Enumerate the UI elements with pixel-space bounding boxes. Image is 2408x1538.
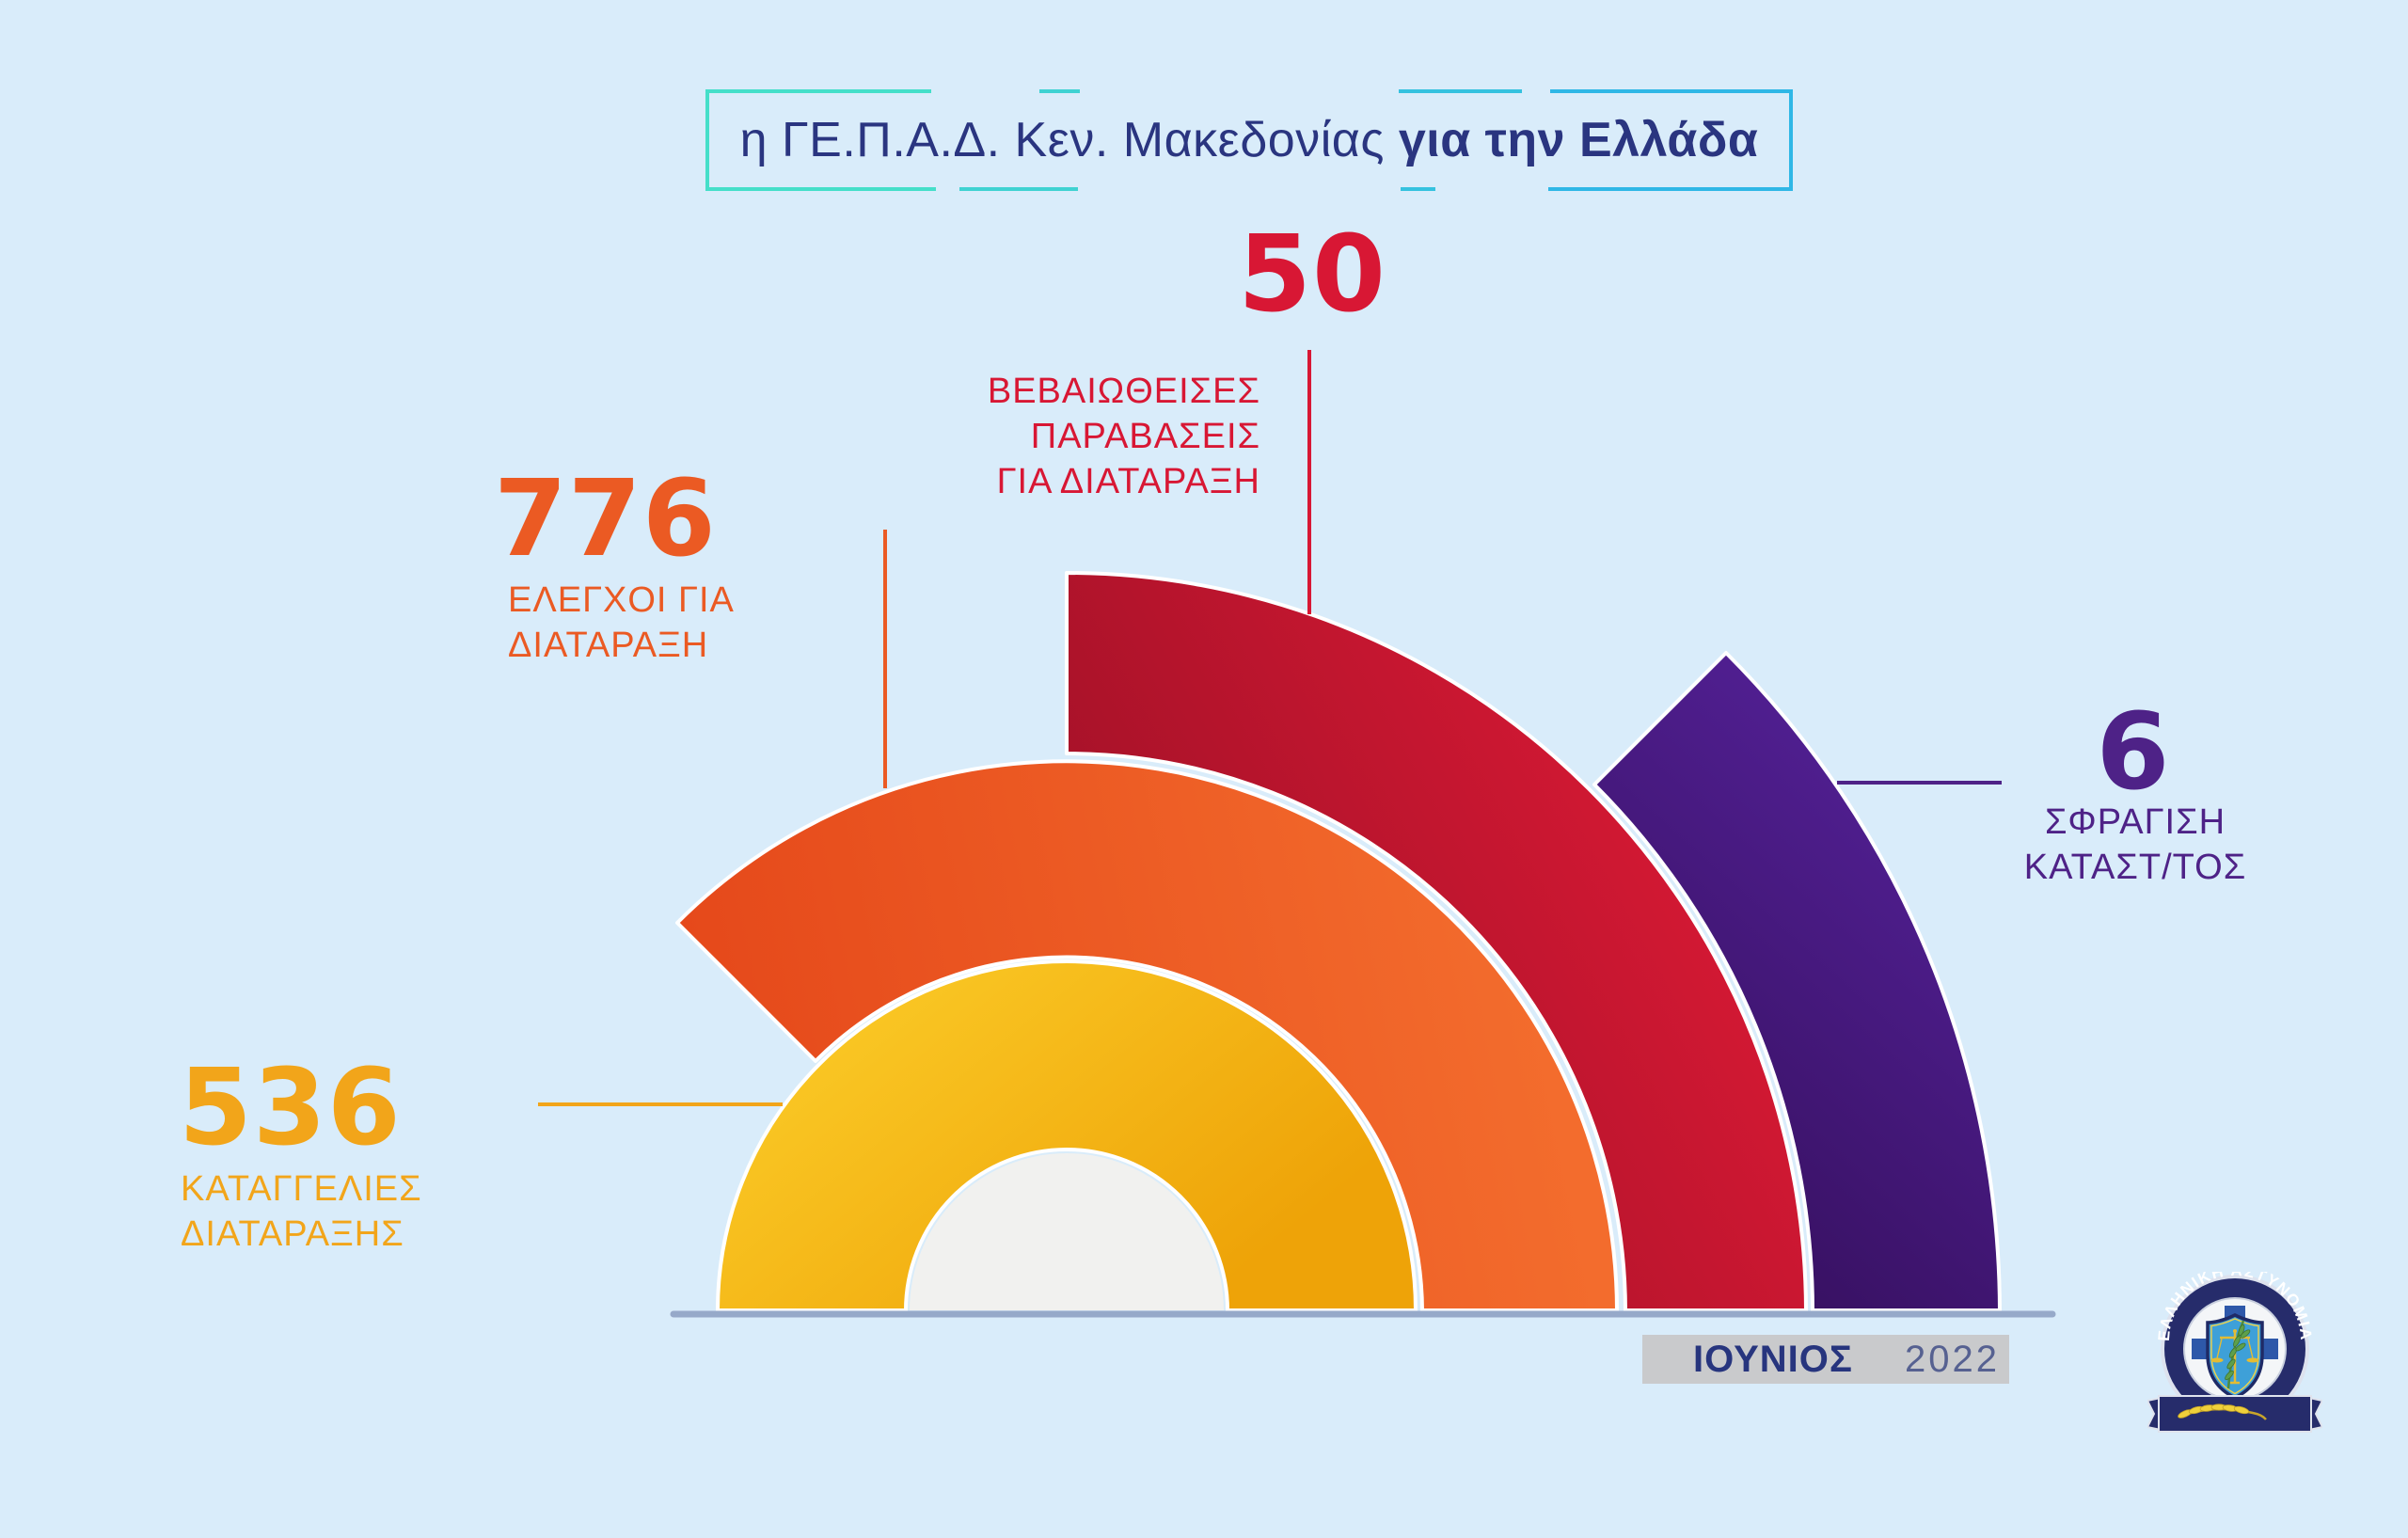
frame-bottom-seg bbox=[705, 187, 936, 191]
logo-olive-branch-icon bbox=[2225, 1320, 2251, 1389]
frame-top-seg bbox=[705, 89, 931, 93]
frame-top-dash bbox=[1039, 89, 1080, 93]
stat-complaints-label-line: ΔΙΑΤΑΡΑΞΗΣ bbox=[181, 1214, 404, 1254]
date-month: ΙΟΥΝΙΟΣ bbox=[1693, 1338, 1853, 1380]
stat-violations-label-line: ΓΙΑ ΔΙΑΤΑΡΑΞΗ bbox=[996, 462, 1260, 501]
stat-checks-label-line: ΕΛΕΓΧΟΙ ΓΙΑ bbox=[508, 580, 735, 620]
arc-complaints bbox=[716, 959, 1418, 1312]
stat-checks-label: ΕΛΕΓΧΟΙ ΓΙΑ ΔΙΑΤΑΡΑΞΗ bbox=[508, 578, 735, 668]
stat-sealings-value: 6 bbox=[2096, 691, 2171, 814]
logo-scales-icon bbox=[2210, 1329, 2259, 1385]
frame-bottom-dash bbox=[1401, 187, 1435, 191]
arc-violations bbox=[1065, 571, 1808, 1312]
frame-bottom-seg bbox=[1548, 187, 1793, 191]
arc-sealings bbox=[1592, 651, 2002, 1312]
hellenic-police-emblem-icon: ΕΛΛΗΝΙΚΗ ΑΣΤΥΝΟΜΙΑ bbox=[2147, 1272, 2322, 1433]
stat-checks-value: 776 bbox=[494, 458, 717, 580]
title-emphasis: για την Ελλάδα bbox=[1398, 113, 1759, 167]
stat-sealings-label-line: ΣΦΡΑΓΙΣΗ bbox=[2044, 802, 2226, 842]
date-year: 2022 bbox=[1905, 1338, 2000, 1380]
frame-top-seg bbox=[1550, 89, 1793, 93]
logo-ribbon bbox=[2147, 1395, 2322, 1433]
stat-complaints-value: 536 bbox=[179, 1047, 402, 1169]
stat-violations-label-line: ΒΕΒΑΙΩΘΕΙΣΕΣ bbox=[987, 372, 1260, 411]
stat-sealings-label: ΣΦΡΑΓΙΣΗ ΚΑΤΑΣΤ/ΤΟΣ bbox=[2020, 800, 2250, 890]
chart-hole bbox=[910, 1153, 1224, 1310]
stat-violations-value: 50 bbox=[1238, 214, 1386, 336]
stat-violations-label: ΒΕΒΑΙΩΘΕΙΣΕΣ ΠΑΡΑΒΑΣΕΙΣ ΓΙΑ ΔΙΑΤΑΡΑΞΗ bbox=[988, 369, 1260, 504]
frame-left-edge bbox=[705, 89, 709, 191]
logo-laurel-icon bbox=[2178, 1403, 2267, 1420]
frame-top-dash bbox=[1399, 89, 1522, 93]
title-prefix: η ΓΕ.Π.Α.Δ. Κεν. Μακεδονίας bbox=[739, 113, 1399, 167]
frame-right-edge bbox=[1789, 89, 1793, 191]
page-title: η ΓΕ.Π.Α.Δ. Κεν. Μακεδονίας για την Ελλά… bbox=[705, 89, 1793, 191]
stat-complaints-label-line: ΚΑΤΑΓΓΕΛΙΕΣ bbox=[181, 1169, 422, 1209]
stat-checks-label-line: ΔΙΑΤΑΡΑΞΗ bbox=[508, 626, 709, 665]
date-badge: ΙΟΥΝΙΟΣ 2022 bbox=[1642, 1335, 2009, 1384]
arc-checks bbox=[675, 759, 1619, 1312]
stat-complaints-label: ΚΑΤΑΓΓΕΛΙΕΣ ΔΙΑΤΑΡΑΞΗΣ bbox=[181, 1166, 422, 1257]
frame-bottom-dash bbox=[959, 187, 1078, 191]
stat-sealings-label-line: ΚΑΤΑΣΤ/ΤΟΣ bbox=[2023, 848, 2247, 887]
stat-violations-label-line: ΠΑΡΑΒΑΣΕΙΣ bbox=[1030, 417, 1260, 456]
logo-shield-trim bbox=[2210, 1318, 2259, 1395]
